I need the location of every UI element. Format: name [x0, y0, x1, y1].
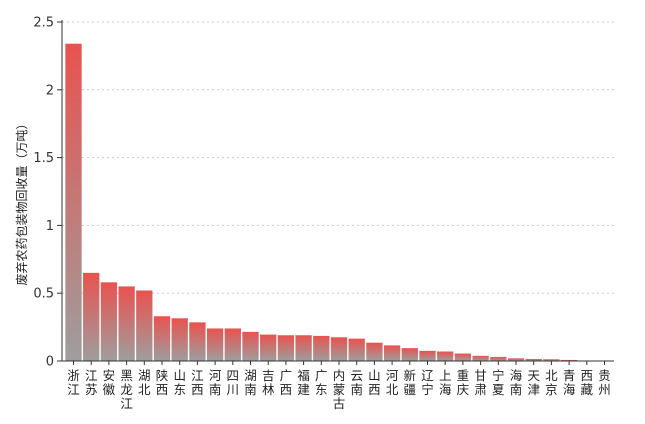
- y-tick-label: 2.5: [33, 16, 54, 31]
- bar: [490, 356, 507, 361]
- bar: [366, 342, 383, 361]
- x-category-label: 山东: [173, 368, 186, 397]
- bar: [560, 359, 578, 361]
- bar: [454, 353, 472, 361]
- bar: [224, 328, 241, 361]
- x-category-label: 北京: [545, 368, 558, 397]
- x-category-label: 甘肃: [474, 368, 487, 397]
- bar: [118, 286, 135, 361]
- bar: [65, 43, 82, 361]
- bar: [242, 331, 259, 361]
- bar: [348, 338, 365, 361]
- x-category-label: 浙江: [67, 368, 80, 397]
- x-category-label: 四川: [227, 368, 240, 397]
- bars: [65, 43, 613, 361]
- x-category-label: 内蒙古: [333, 368, 346, 411]
- y-tick-label: 2: [46, 83, 54, 98]
- bar: [189, 322, 206, 361]
- x-category-label: 湖北: [138, 368, 151, 397]
- bar: [277, 335, 295, 361]
- bar: [153, 316, 171, 361]
- bar: [543, 359, 560, 361]
- x-category-label: 青海: [563, 368, 576, 397]
- x-category-label: 广西: [280, 368, 293, 397]
- bar: [100, 282, 118, 361]
- gridlines: [62, 21, 614, 294]
- bar: [383, 345, 401, 361]
- x-category-label: 重庆: [457, 368, 470, 397]
- bar: [437, 351, 454, 361]
- x-category-label: 贵州: [598, 368, 611, 397]
- bar: [313, 335, 330, 361]
- y-tick-label: 0: [46, 355, 54, 370]
- axes: [61, 20, 614, 362]
- x-category-label: 江西: [191, 368, 204, 397]
- bar: [260, 334, 277, 361]
- x-category-label: 山西: [368, 368, 381, 397]
- bar: [525, 358, 542, 361]
- bar: [171, 318, 188, 361]
- x-category-label: 辽宁: [421, 368, 434, 397]
- x-category-label: 河南: [209, 368, 222, 397]
- x-category-label: 天津: [527, 368, 540, 397]
- x-category-label: 上海: [439, 368, 452, 397]
- x-category-label: 广东: [315, 368, 328, 397]
- bar: [330, 337, 348, 361]
- x-category-label: 福建: [297, 368, 310, 397]
- bar: [136, 290, 153, 361]
- x-category-label: 吉林: [262, 368, 275, 397]
- x-category-label: 河北: [386, 368, 399, 397]
- bar: [472, 355, 489, 361]
- bar: [507, 358, 525, 361]
- x-category-label: 黑龙江: [120, 368, 133, 411]
- y-tick-labels: 0 0.5 1 1.5 2 2.5: [33, 16, 62, 370]
- x-category-label: 安徽: [103, 368, 116, 397]
- y-tick-label: 0.5: [33, 287, 54, 302]
- x-category-label: 海南: [510, 368, 523, 397]
- x-category-label: 江苏: [85, 368, 98, 397]
- y-tick-label: 1: [46, 219, 54, 234]
- bar: [83, 272, 100, 361]
- bar: [295, 335, 312, 361]
- x-category-label: 湖南: [244, 368, 257, 397]
- bar: [206, 328, 224, 361]
- bar: [419, 350, 436, 361]
- y-axis-title: 废弃农药包装物回收量（万吨）: [14, 117, 29, 285]
- x-category-label: 西藏: [581, 368, 594, 397]
- x-category-label: 新疆: [404, 368, 417, 397]
- y-tick-label: 1.5: [33, 151, 54, 166]
- x-category-label: 宁夏: [492, 368, 505, 397]
- bar: [401, 348, 418, 361]
- x-category-labels: 浙江江苏安徽黑龙江湖北陕西山东江西河南四川湖南吉林广西福建广东内蒙古云南山西河北…: [67, 361, 611, 411]
- x-category-label: 云南: [350, 368, 363, 397]
- x-category-label: 陕西: [156, 368, 169, 397]
